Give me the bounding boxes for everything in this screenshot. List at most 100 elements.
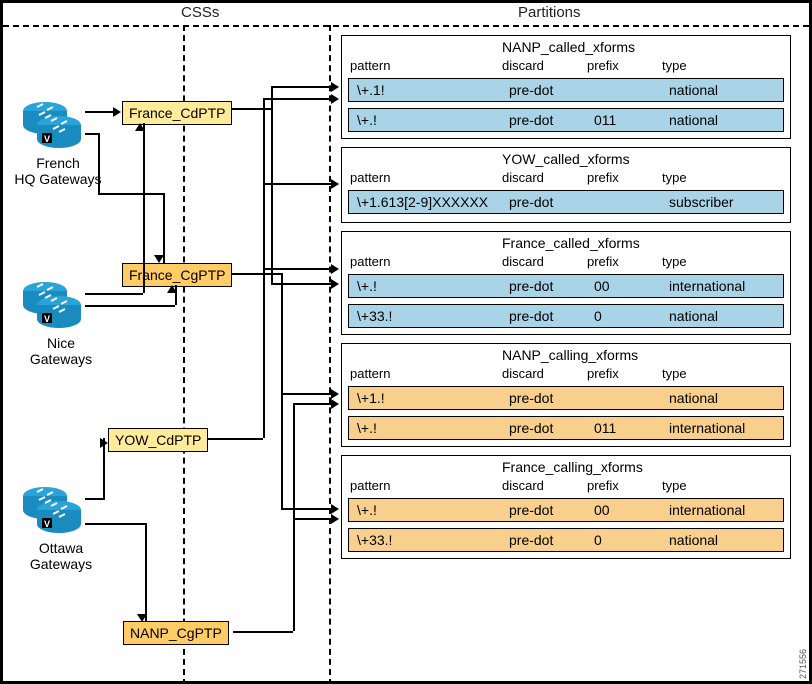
partition-title: YOW_called_xforms xyxy=(502,151,630,167)
connector xyxy=(271,108,273,283)
connector xyxy=(233,631,293,633)
cell-pattern: \+.1! xyxy=(357,82,385,98)
label-line1: Ottawa xyxy=(39,540,83,556)
connector xyxy=(85,293,143,295)
arrow-icon xyxy=(331,82,339,92)
col-prefix: prefix xyxy=(587,170,619,185)
cell-discard: pre-dot xyxy=(509,420,553,436)
connector xyxy=(293,403,333,405)
col-type: type xyxy=(662,254,687,269)
cell-type: national xyxy=(669,390,718,406)
label-line2: HQ Gateways xyxy=(14,171,101,187)
cell-type: national xyxy=(669,532,718,548)
arrow-icon xyxy=(100,438,108,448)
cell-pattern: \+.! xyxy=(357,502,377,518)
table-row: \+1.613[2-9]XXXXXX pre-dot subscriber xyxy=(348,190,784,214)
cell-type: national xyxy=(669,112,718,128)
arrow-icon xyxy=(137,614,147,622)
label-nice: Nice Gateways xyxy=(21,335,101,367)
label-french-hq: French HQ Gateways xyxy=(13,155,103,187)
col-type: type xyxy=(662,170,687,185)
cell-type: international xyxy=(669,420,745,436)
col-pattern: pattern xyxy=(350,170,390,185)
connector xyxy=(85,498,105,500)
cell-discard: pre-dot xyxy=(509,194,553,210)
col-discard: discard xyxy=(502,170,544,185)
connector xyxy=(271,86,273,108)
table-row: \+.! pre-dot 00 international xyxy=(348,498,784,522)
diagram-canvas: CSSs Partitions V French HQ Gateways xyxy=(0,0,812,684)
cell-discard: pre-dot xyxy=(509,502,553,518)
cell-type: international xyxy=(669,502,745,518)
cell-pattern: \+.! xyxy=(357,420,377,436)
arrow-icon xyxy=(331,94,339,104)
label-line2: Gateways xyxy=(30,556,92,572)
label-line1: Nice xyxy=(47,335,75,351)
svg-text:V: V xyxy=(44,519,50,529)
router-french-hq: V xyxy=(17,93,87,153)
connector xyxy=(208,438,263,440)
header-partitions: Partitions xyxy=(518,4,581,21)
connector xyxy=(281,273,283,393)
col-discard: discard xyxy=(502,254,544,269)
col-type: type xyxy=(662,58,687,73)
connector xyxy=(98,193,163,195)
col-prefix: prefix xyxy=(587,366,619,381)
cell-pattern: \+33.! xyxy=(357,532,392,548)
arrow-icon xyxy=(331,179,339,189)
connector xyxy=(98,133,100,193)
header-csss: CSSs xyxy=(181,4,219,21)
partition-nanp-called: NANP_called_xforms pattern discard prefi… xyxy=(341,35,791,139)
cell-pattern: \+.! xyxy=(357,278,377,294)
cell-type: international xyxy=(669,278,745,294)
cell-prefix: 00 xyxy=(594,502,610,518)
connector xyxy=(281,393,333,395)
table-row: \+.! pre-dot 00 international xyxy=(348,274,784,298)
svg-text:V: V xyxy=(44,134,50,144)
cell-pattern: \+.! xyxy=(357,112,377,128)
cell-prefix: 00 xyxy=(594,278,610,294)
table-row: \+.1! pre-dot national xyxy=(348,78,784,102)
arrow-icon xyxy=(167,285,177,293)
col-prefix: prefix xyxy=(587,58,619,73)
css-france-cdptp: France_CdPTP xyxy=(122,101,232,125)
table-row: \+.! pre-dot 011 international xyxy=(348,416,784,440)
connector xyxy=(145,523,147,621)
col-discard: discard xyxy=(502,58,544,73)
partition-title: NANP_calling_xforms xyxy=(502,347,638,363)
partition-france-called: France_called_xforms pattern discard pre… xyxy=(341,231,791,335)
router-nice: V xyxy=(17,273,87,333)
partition-france-calling: France_calling_xforms pattern discard pr… xyxy=(341,455,791,559)
cell-pattern: \+33.! xyxy=(357,308,392,324)
partition-title: France_called_xforms xyxy=(502,235,640,251)
header-divider xyxy=(3,25,809,27)
arrow-icon xyxy=(331,279,339,289)
table-row: \+33.! pre-dot 0 national xyxy=(348,528,784,552)
connector xyxy=(263,183,333,185)
connector xyxy=(231,273,281,275)
arrow-icon xyxy=(331,504,339,514)
col-pattern: pattern xyxy=(350,58,390,73)
connector xyxy=(163,193,165,263)
arrow-icon xyxy=(331,399,339,409)
col-discard: discard xyxy=(502,366,544,381)
table-row: \+.! pre-dot 011 national xyxy=(348,108,784,132)
arrow-icon xyxy=(331,264,339,274)
partition-nanp-calling: NANP_calling_xforms pattern discard pref… xyxy=(341,343,791,447)
connector xyxy=(281,393,283,508)
connector xyxy=(293,403,295,631)
css-nanp-cgptp: NANP_CgPTP xyxy=(123,621,229,645)
divider-partitions xyxy=(329,25,331,684)
partition-title: France_calling_xforms xyxy=(502,459,643,475)
cell-discard: pre-dot xyxy=(509,308,553,324)
arrow-icon xyxy=(135,123,145,131)
cell-prefix: 0 xyxy=(594,532,602,548)
col-type: type xyxy=(662,366,687,381)
css-france-cgptp: France_CgPTP xyxy=(122,263,232,287)
col-pattern: pattern xyxy=(350,366,390,381)
cell-prefix: 011 xyxy=(594,112,616,128)
router-ottawa: V xyxy=(17,478,87,538)
connector xyxy=(143,123,145,293)
connector xyxy=(85,523,145,525)
cell-discard: pre-dot xyxy=(509,390,553,406)
